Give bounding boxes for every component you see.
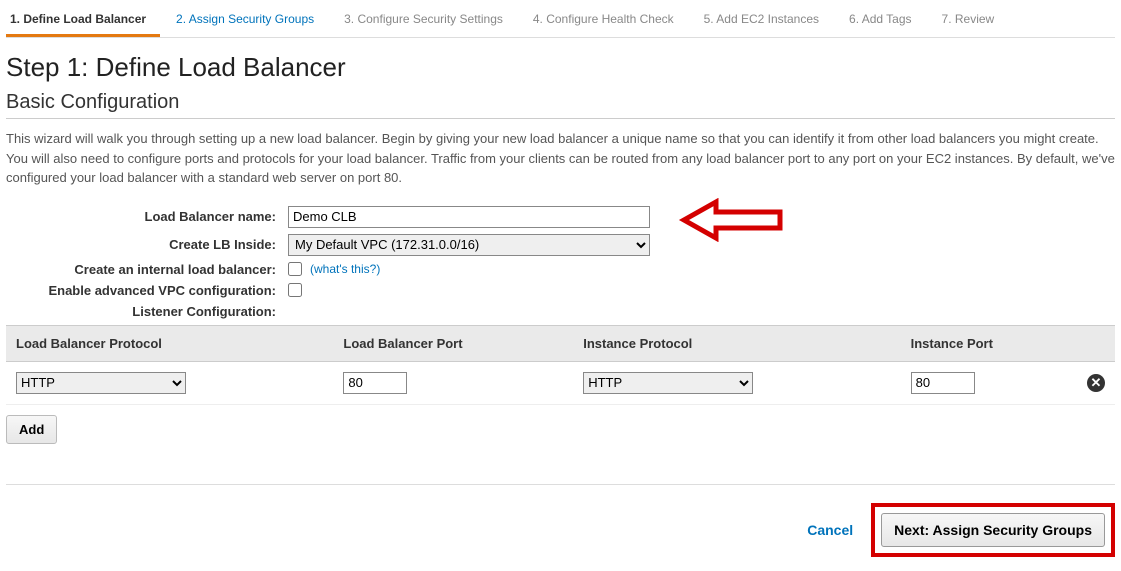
advanced-vpc-label: Enable advanced VPC configuration: <box>6 283 288 298</box>
section-description: This wizard will walk you through settin… <box>6 129 1115 188</box>
advanced-vpc-checkbox[interactable] <box>288 283 302 297</box>
inst-port-input[interactable] <box>911 372 975 394</box>
wizard-step-3[interactable]: 3. Configure Security Settings <box>340 6 517 37</box>
footer-bar: Cancel Next: Assign Security Groups <box>6 484 1115 557</box>
vpc-label: Create LB Inside: <box>6 237 288 252</box>
col-inst-port: Instance Port <box>901 325 1077 361</box>
wizard-step-1[interactable]: 1. Define Load Balancer <box>6 6 160 37</box>
internal-lb-label: Create an internal load balancer: <box>6 262 288 277</box>
internal-lb-checkbox[interactable] <box>288 262 302 276</box>
listener-table: Load Balancer Protocol Load Balancer Por… <box>6 325 1115 405</box>
wizard-step-7[interactable]: 7. Review <box>938 6 1009 37</box>
lb-name-label: Load Balancer name: <box>6 209 288 224</box>
section-title: Basic Configuration <box>6 91 1115 119</box>
add-button[interactable]: Add <box>6 415 57 444</box>
next-button[interactable]: Next: Assign Security Groups <box>881 513 1105 547</box>
whats-this-link[interactable]: (what's this?) <box>310 262 380 276</box>
wizard-step-6[interactable]: 6. Add Tags <box>845 6 926 37</box>
wizard-step-2[interactable]: 2. Assign Security Groups <box>172 6 328 37</box>
remove-listener-icon[interactable]: ✕ <box>1087 374 1105 392</box>
wizard-step-5[interactable]: 5. Add EC2 Instances <box>700 6 833 37</box>
vpc-select[interactable]: My Default VPC (172.31.0.0/16) <box>288 234 650 256</box>
wizard-steps: 1. Define Load Balancer 2. Assign Securi… <box>6 6 1115 38</box>
lb-port-input[interactable] <box>343 372 407 394</box>
basic-config-form: Load Balancer name: Create LB Inside: My… <box>6 206 1115 319</box>
listener-config-label: Listener Configuration: <box>6 304 288 319</box>
col-inst-protocol: Instance Protocol <box>573 325 900 361</box>
lb-protocol-select[interactable]: HTTP <box>16 372 186 394</box>
col-lb-port: Load Balancer Port <box>333 325 573 361</box>
page-title: Step 1: Define Load Balancer <box>6 52 1115 83</box>
annotation-highlight-box: Next: Assign Security Groups <box>871 503 1115 557</box>
col-lb-protocol: Load Balancer Protocol <box>6 325 333 361</box>
lb-name-input[interactable] <box>288 206 650 228</box>
wizard-step-4[interactable]: 4. Configure Health Check <box>529 6 688 37</box>
inst-protocol-select[interactable]: HTTP <box>583 372 753 394</box>
listener-row: HTTP HTTP ✕ <box>6 361 1115 404</box>
cancel-button[interactable]: Cancel <box>807 522 853 538</box>
